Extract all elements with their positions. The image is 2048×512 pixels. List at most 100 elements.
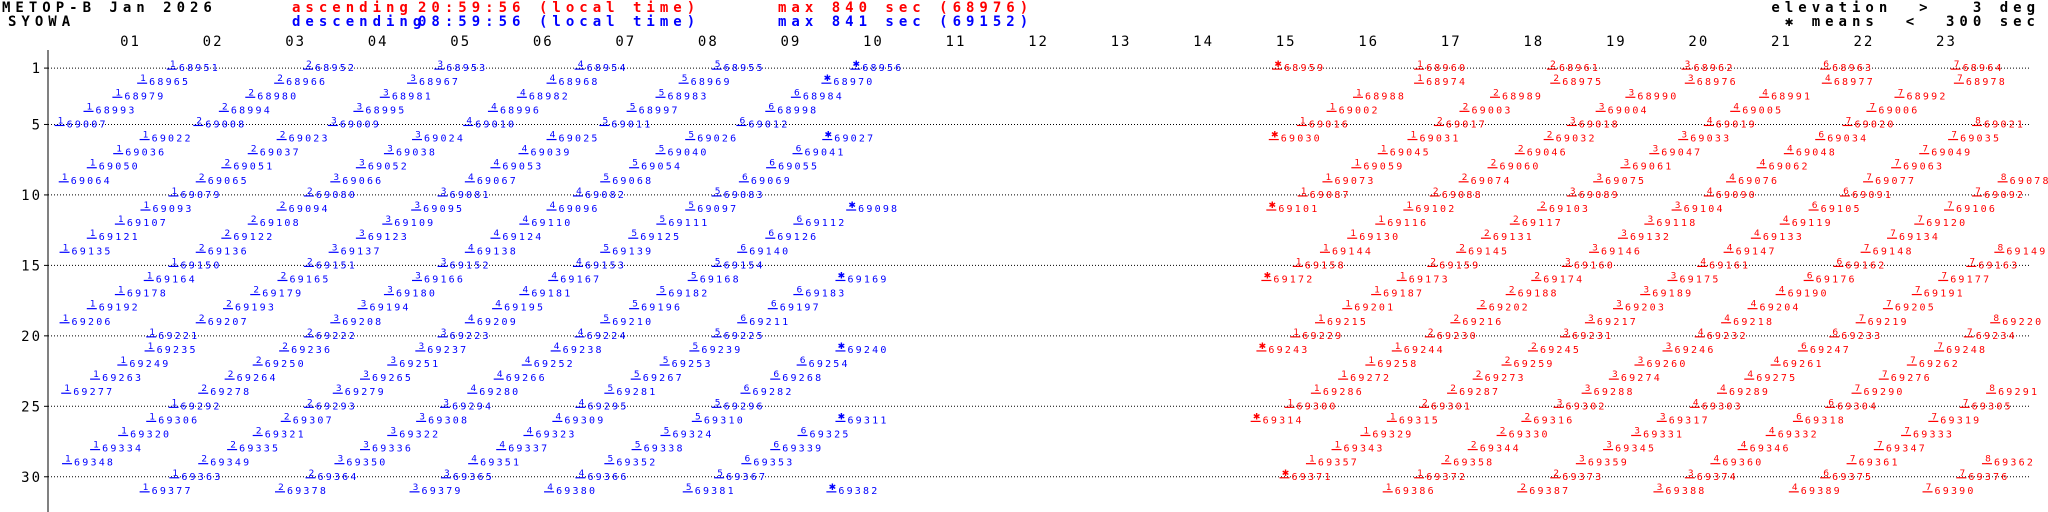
pass-orbit: 68963 — [1832, 63, 1873, 74]
pass-elevation: 2 — [1428, 328, 1434, 338]
pass-orbit: 69030 — [1281, 134, 1322, 145]
pass-orbit: 68977 — [1834, 77, 1875, 88]
pass-orbit: 69011 — [611, 119, 652, 130]
pass-elevation: 6 — [744, 384, 750, 394]
pass-orbit: 69066 — [342, 176, 383, 187]
pass-orbit: 69295 — [587, 401, 628, 412]
pass-orbit: 69380 — [556, 486, 597, 497]
pass-orbit: 69196 — [641, 303, 682, 314]
pass-elevation: 3 — [1688, 74, 1694, 84]
pass-elevation: 1 — [1381, 145, 1387, 155]
pass-elevation: 1 — [90, 229, 96, 239]
y-tick-label: 10 — [21, 188, 42, 204]
pass-orbit: 69248 — [1946, 345, 1987, 356]
pass-orbit: 69373 — [1562, 472, 1603, 483]
pass-orbit: 69337 — [508, 444, 549, 455]
pass-elevation: 7 — [1890, 229, 1896, 239]
pass-elevation: 5 — [630, 102, 636, 112]
pass-orbit: 69376 — [1968, 472, 2009, 483]
pass-elevation: 5 — [607, 455, 613, 465]
pass-elevation: 2 — [307, 257, 313, 267]
pass-elevation: 3 — [363, 370, 369, 380]
pass-orbit: 69243 — [1268, 345, 1309, 356]
pass-orbit: 69217 — [1597, 317, 1638, 328]
pass-orbit: 69336 — [372, 444, 413, 455]
pass-elevation: 2 — [280, 131, 286, 141]
x-tick-label: 18 — [1523, 34, 1544, 50]
pass-orbit: 69105 — [1821, 204, 1862, 215]
pass-elevation: 6 — [1832, 328, 1838, 338]
pass-elevation: 4 — [1825, 74, 1831, 84]
pass-orbit: 69062 — [1769, 162, 1810, 173]
pass-orbit: 69102 — [1415, 204, 1456, 215]
series-time: 08:59:56 — [418, 14, 525, 30]
pass-elevation: 3 — [1557, 398, 1563, 408]
pass-orbit: 69260 — [1646, 359, 1687, 370]
pass-orbit: 69245 — [1540, 345, 1581, 356]
pass-elevation: 1 — [172, 257, 178, 267]
pass-orbit: 69331 — [1643, 429, 1684, 440]
pass-orbit: 69018 — [1579, 119, 1620, 130]
pass-elevation: 5 — [632, 159, 638, 169]
pass-elevation: 1 — [120, 356, 126, 366]
pass-orbit: 69293 — [316, 401, 357, 412]
pass-orbit: 69041 — [805, 148, 846, 159]
pass-elevation: 1 — [90, 300, 96, 310]
pass-elevation: 5 — [603, 116, 609, 126]
pass-elevation: 3 — [441, 187, 447, 197]
pass-orbit: 69343 — [1344, 444, 1385, 455]
pass-elevation: 2 — [201, 455, 207, 465]
pass-elevation: 2 — [1505, 356, 1511, 366]
y-tick-label: 1 — [32, 61, 42, 77]
pass-elevation: 2 — [251, 145, 257, 155]
pass-elevation: 2 — [253, 286, 259, 296]
pass-elevation: 5 — [715, 328, 721, 338]
pass-orbit: 69374 — [1697, 472, 1738, 483]
x-tick-label: 13 — [1111, 34, 1132, 50]
pass-elevation: 1 — [1318, 314, 1324, 324]
pass-orbit: 69281 — [616, 387, 657, 398]
pass-orbit: 69276 — [1891, 373, 1932, 384]
pass-elevation: 1 — [58, 116, 64, 126]
pass-orbit: 68968 — [559, 77, 600, 88]
pass-elevation: 7 — [1926, 483, 1932, 493]
pass-orbit: 69150 — [181, 260, 222, 271]
pass-elevation: 6 — [800, 356, 806, 366]
pass-elevation: 7 — [1910, 356, 1916, 366]
pass-orbit: 69206 — [72, 317, 113, 328]
pass-elevation: 3 — [1565, 257, 1571, 267]
pass-elevation: 4 — [1754, 229, 1760, 239]
pass-elevation: 3 — [1675, 201, 1681, 211]
pass-orbit: 69095 — [423, 204, 464, 215]
pass-elevation: 5 — [664, 426, 670, 436]
pass-orbit: 69205 — [1895, 303, 1936, 314]
pass-orbit: 69162 — [1845, 260, 1886, 271]
pass-orbit: 69249 — [129, 359, 170, 370]
pass-orbit: 69161 — [1709, 260, 1750, 271]
pass-orbit: 69253 — [672, 359, 713, 370]
pass-orbit: 69023 — [289, 134, 330, 145]
pass-orbit: 69347 — [1886, 444, 1927, 455]
pass-elevation: 4 — [1733, 102, 1739, 112]
pass-elevation: 3 — [385, 215, 391, 225]
pass-orbit: 68959 — [1284, 63, 1325, 74]
pass-elevation: 6 — [1837, 257, 1843, 267]
pass-orbit: 69027 — [834, 134, 875, 145]
pass-elevation: 6 — [1843, 187, 1849, 197]
pass-orbit: 69273 — [1485, 373, 1526, 384]
pass-elevation: 3 — [1585, 384, 1591, 394]
series-time: 20:59:56 — [418, 0, 525, 16]
pass-elevation: 4 — [1779, 286, 1785, 296]
pass-elevation: 3 — [418, 342, 424, 352]
pass-elevation: 2 — [1430, 257, 1436, 267]
pass-elevation: 4 — [1760, 159, 1766, 169]
pass-orbit: 69351 — [480, 458, 521, 469]
pass-orbit: 69318 — [1805, 415, 1846, 426]
pass-orbit: 69346 — [1750, 444, 1791, 455]
pass-orbit: 69338 — [644, 444, 685, 455]
pass-orbit: 69280 — [479, 387, 520, 398]
x-tick-label: 05 — [450, 34, 471, 50]
pass-orbit: 69189 — [1652, 289, 1693, 300]
pass-elevation: 5 — [603, 243, 609, 253]
pass-orbit: 69236 — [291, 345, 332, 356]
